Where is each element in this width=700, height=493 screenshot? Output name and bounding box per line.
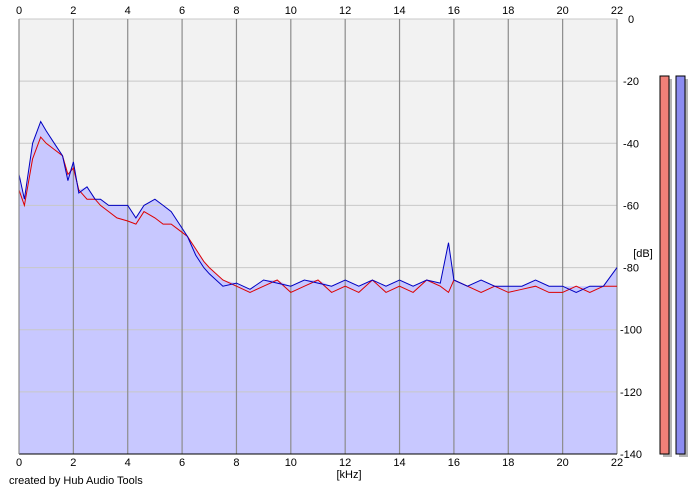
y-tick-label: -20 [623, 76, 639, 88]
x-tick-label-bottom: 6 [179, 457, 185, 469]
x-tick-label-top: 18 [502, 5, 514, 17]
y-tick-label: -60 [623, 200, 639, 212]
level-meter-2 [675, 75, 686, 455]
series-line-1 [18, 136, 617, 294]
x-tick-label-bottom: 20 [557, 457, 569, 469]
level-meter-1 [659, 75, 670, 455]
y-tick-label: -40 [623, 138, 639, 150]
series-line-2 [18, 120, 618, 293]
spectrum-fill [19, 121, 617, 454]
x-tick-label-top: 2 [70, 5, 76, 17]
x-tick-label-top: 12 [339, 5, 351, 17]
y-tick-label: -100 [620, 325, 642, 337]
x-tick-label-top: 20 [557, 5, 569, 17]
x-tick-label-bottom: 18 [502, 457, 514, 469]
x-tick-label-bottom: 10 [285, 457, 297, 469]
x-tick-label-bottom: 22 [611, 457, 623, 469]
y-axis-label: [dB] [633, 248, 653, 260]
x-tick-label-top: 22 [611, 5, 623, 17]
y-tick-label: -140 [620, 449, 642, 461]
x-tick-label-top: 14 [393, 5, 405, 17]
x-tick-label-top: 0 [16, 5, 22, 17]
y-tick-label: 0 [628, 14, 634, 26]
x-tick-label-top: 6 [179, 5, 185, 17]
x-tick-label-top: 4 [125, 5, 131, 17]
x-tick-label-bottom: 12 [339, 457, 351, 469]
y-tick-label: -80 [623, 263, 639, 275]
x-tick-label-bottom: 16 [448, 457, 460, 469]
x-tick-label-top: 16 [448, 5, 460, 17]
x-tick-label-bottom: 14 [393, 457, 405, 469]
credit-text: created by Hub Audio Tools [9, 475, 143, 487]
x-tick-label-bottom: 0 [16, 457, 22, 469]
x-tick-label-bottom: 4 [125, 457, 131, 469]
x-tick-label-top: 8 [233, 5, 239, 17]
x-tick-label-bottom: 2 [70, 457, 76, 469]
x-axis-label: [kHz] [336, 469, 361, 481]
x-tick-label-bottom: 8 [233, 457, 239, 469]
x-tick-label-top: 10 [285, 5, 297, 17]
y-tick-label: -120 [620, 387, 642, 399]
